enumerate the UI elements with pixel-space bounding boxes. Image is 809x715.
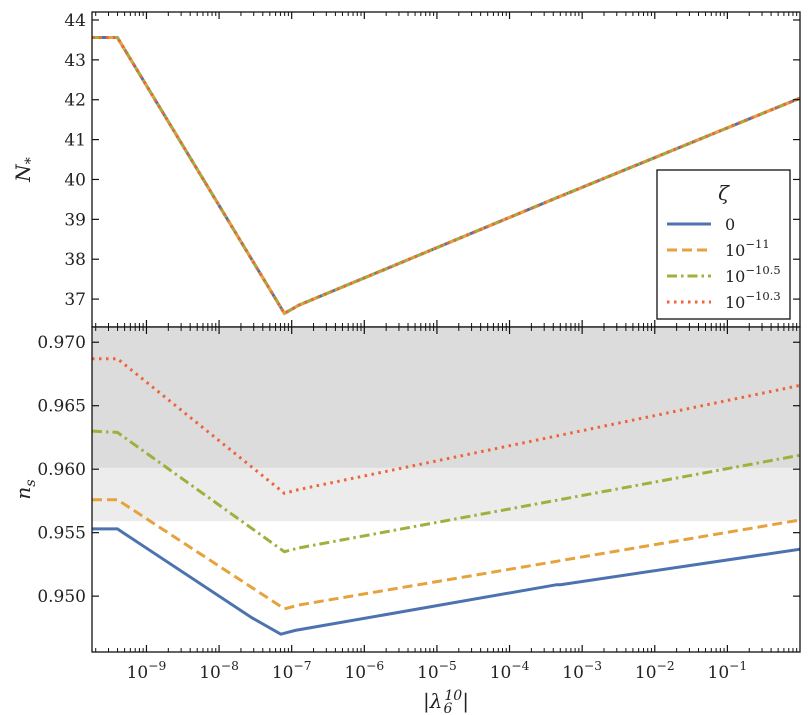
y-tick-label: 41 [64,131,86,151]
y-tick-label: 43 [64,51,86,71]
x-tick-label: 10−9 [127,659,167,683]
x-tick-label: 10−6 [344,659,384,683]
y-tick-label: 40 [64,170,86,190]
bottom-series-line-2 [92,498,800,611]
y-tick-label: 0.960 [37,460,86,480]
legend-title: ζ [718,181,730,205]
y-tick-label: 37 [64,290,86,310]
y-tick-label: 0.970 [37,333,86,353]
bottom-y-axis-label: ns [11,479,39,499]
y-tick-label: 42 [64,91,86,111]
shaded-band-1 [92,327,800,468]
shaded-band-2 [92,467,800,522]
y-tick-label: 38 [64,250,86,270]
x-tick-label: 10−3 [562,659,602,683]
bottom-axes-frame [91,326,801,653]
y-tick-label: 0.950 [37,587,86,607]
x-tick-label: 10−2 [635,659,675,683]
x-tick-label: 10−1 [708,659,748,683]
y-tick-label: 0.955 [37,524,86,544]
x-tick-label: 10−5 [417,659,457,683]
legend-entry-3: 10−10.5 [725,263,781,286]
legend-entry-2: 10−11 [725,237,770,260]
bottom-series-line-3 [92,429,800,554]
legend-frame [656,169,791,320]
top-y-axis-label: N* [11,157,39,183]
y-tick-label: 39 [64,210,86,230]
legend: ζ 0 10−11 10−10.5 10−10.3 [656,169,791,320]
x-axis-label: |λ610| [423,688,469,715]
y-tick-label: 0.965 [37,397,86,417]
legend-entry-1: 0 [725,215,735,234]
y-tick-label: 44 [64,11,86,31]
x-tick-label: 10−8 [199,659,239,683]
x-tick-label: 10−7 [272,659,312,683]
legend-entry-4: 10−10.3 [725,289,781,312]
x-tick-label: 10−4 [490,659,530,683]
bottom-panel: 0.950 0.955 0.960 0.965 0.970 ns 10−9 10−8 10−7 1… [11,326,801,715]
bottom-series-line-4 [92,357,800,495]
top-panel: 37 38 39 40 41 42 43 44 N* ζ 0 10−11 10−10.5 10−10.3 [11,11,801,328]
bottom-series-line-1 [92,527,800,636]
top-series-line-4 [92,36,800,316]
